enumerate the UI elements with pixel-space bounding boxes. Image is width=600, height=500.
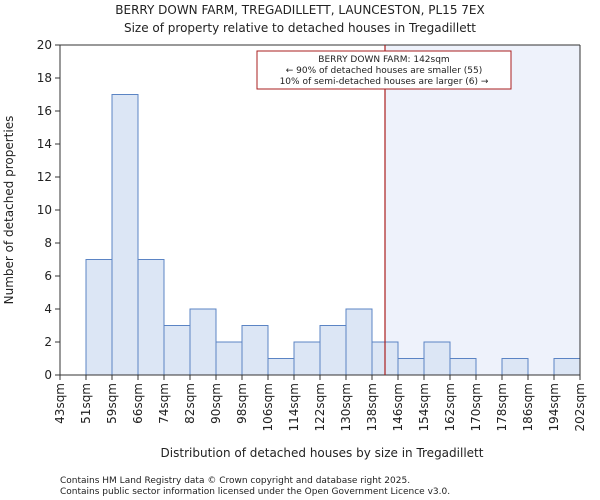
y-axis-label: Number of detached properties: [2, 116, 16, 305]
bar-194sqm: [553, 358, 581, 376]
x-tick-label-43sqm: 43sqm: [53, 383, 67, 424]
y-tick-label-8: 8: [44, 236, 52, 250]
x-tick-label-106sqm: 106sqm: [261, 383, 275, 431]
y-tick-label-4: 4: [44, 302, 52, 316]
x-tick-label-74sqm: 74sqm: [157, 383, 171, 424]
highlight-region: [385, 45, 580, 375]
x-tick-label-186sqm: 186sqm: [521, 383, 535, 431]
x-axis: 43sqm 51sqm 59sqm 66sqm 74sqm 82sqm 90sqm 98sqm…: [53, 375, 587, 431]
x-tick-label-178sqm: 178sqm: [495, 383, 509, 431]
x-tick-label-122sqm: 122sqm: [313, 383, 327, 431]
x-tick-label-170sqm: 170sqm: [469, 383, 483, 431]
y-tick-label-12: 12: [37, 170, 52, 184]
annotation-line-3: 10% of semi-detached houses are larger (…: [280, 77, 489, 87]
y-tick-label-6: 6: [44, 269, 52, 283]
x-tick-label-114sqm: 114sqm: [287, 383, 301, 431]
x-tick-label-59sqm: 59sqm: [105, 383, 119, 424]
footer-line-1: Contains HM Land Registry data © Crown c…: [60, 476, 410, 486]
annotation-line-1: BERRY DOWN FARM: 142sqm: [318, 55, 449, 65]
x-tick-label-130sqm: 130sqm: [339, 383, 353, 431]
y-tick-label-10: 10: [37, 203, 52, 217]
bar-74sqm: [163, 325, 191, 376]
x-tick-label-162sqm: 162sqm: [443, 383, 457, 431]
y-tick-label-16: 16: [37, 104, 52, 118]
bar-51sqm: [85, 259, 113, 376]
y-tick-label-2: 2: [44, 335, 52, 349]
bar-162sqm: [449, 358, 477, 376]
x-tick-label-98sqm: 98sqm: [235, 383, 249, 424]
x-tick-label-66sqm: 66sqm: [131, 383, 145, 424]
bar-98sqm: [241, 325, 269, 376]
x-tick-label-154sqm: 154sqm: [417, 383, 431, 431]
bar-59sqm: [111, 94, 139, 376]
y-axis: 0 2 4 6 8 10 12 14 16 18 20: [37, 38, 60, 382]
x-tick-label-138sqm: 138sqm: [365, 383, 379, 431]
chart-subtitle: Size of property relative to detached ho…: [124, 21, 476, 35]
footer-line-2: Contains public sector information licen…: [60, 487, 450, 497]
x-tick-label-90sqm: 90sqm: [209, 383, 223, 424]
x-tick-label-51sqm: 51sqm: [79, 383, 93, 424]
bar-90sqm: [215, 341, 243, 376]
x-axis-label: Distribution of detached houses by size …: [161, 446, 484, 460]
annotation-line-2: ← 90% of detached houses are smaller (55…: [286, 66, 483, 76]
bar-106sqm: [267, 358, 295, 376]
bar-154sqm: [423, 341, 451, 376]
annotation-box-border: [256, 50, 512, 90]
bar-114sqm: [293, 341, 321, 376]
y-tick-label-0: 0: [44, 368, 52, 382]
y-tick-label-18: 18: [37, 71, 52, 85]
x-tick-label-202sqm: 202sqm: [573, 383, 587, 431]
x-tick-label-146sqm: 146sqm: [391, 383, 405, 431]
x-tick-label-82sqm: 82sqm: [183, 383, 197, 424]
bar-66sqm: [137, 259, 165, 376]
bar-122sqm: [319, 325, 347, 376]
x-tick-label-194sqm: 194sqm: [547, 383, 561, 431]
bar-178sqm: [501, 358, 529, 376]
bar-82sqm: [189, 308, 217, 376]
y-tick-label-14: 14: [37, 137, 52, 151]
annotation-box: BERRY DOWN FARM: 142sqm ← 90% of detache…: [256, 50, 512, 90]
bars: [85, 94, 581, 376]
bar-146sqm: [397, 358, 425, 376]
y-tick-label-20: 20: [37, 38, 52, 52]
chart-title: BERRY DOWN FARM, TREGADILLETT, LAUNCESTO…: [115, 3, 484, 17]
bar-130sqm: [345, 308, 373, 376]
